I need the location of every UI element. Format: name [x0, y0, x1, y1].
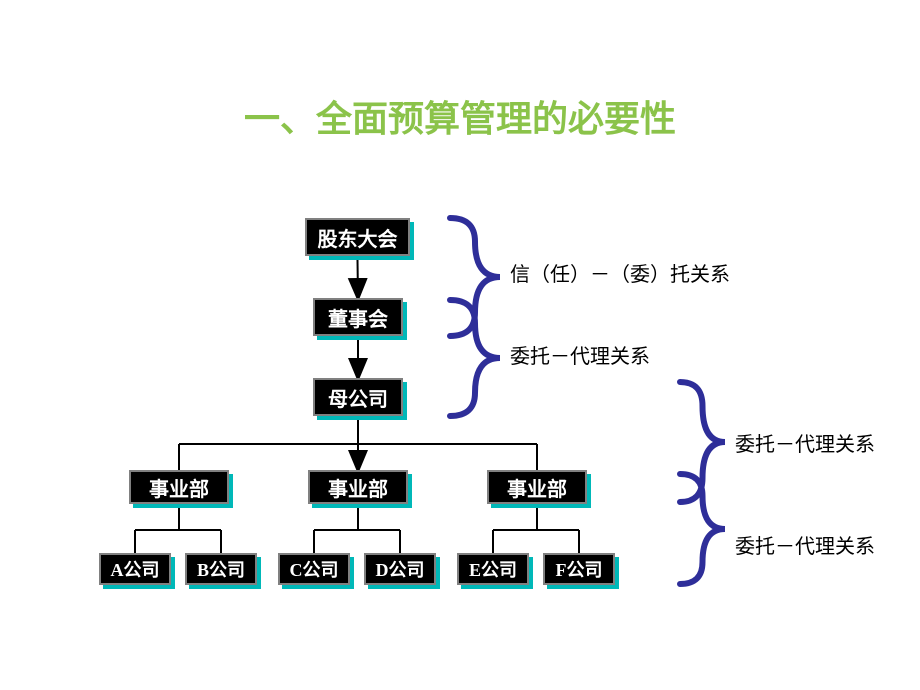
- org-node-c5: E公司: [457, 553, 529, 585]
- annotation-a3: 委托－代理关系: [735, 428, 875, 457]
- annotation-a4: 委托－代理关系: [735, 530, 875, 559]
- org-node-d3: 事业部: [487, 470, 587, 504]
- annotation-a2: 委托－代理关系: [510, 340, 650, 369]
- org-node-c2: B公司: [185, 553, 257, 585]
- org-node-d2: 事业部: [308, 470, 408, 504]
- org-node-c1: A公司: [99, 553, 171, 585]
- org-node-c4: D公司: [364, 553, 436, 585]
- org-node-d1: 事业部: [129, 470, 229, 504]
- page-title: 一、全面预算管理的必要性: [0, 90, 920, 142]
- org-node-n3: 母公司: [313, 378, 403, 416]
- org-node-n1: 股东大会: [305, 218, 410, 256]
- org-node-c6: F公司: [543, 553, 615, 585]
- org-node-c3: C公司: [278, 553, 350, 585]
- annotation-a1: 信（任）－（委）托关系: [510, 258, 730, 287]
- org-node-n2: 董事会: [313, 298, 403, 336]
